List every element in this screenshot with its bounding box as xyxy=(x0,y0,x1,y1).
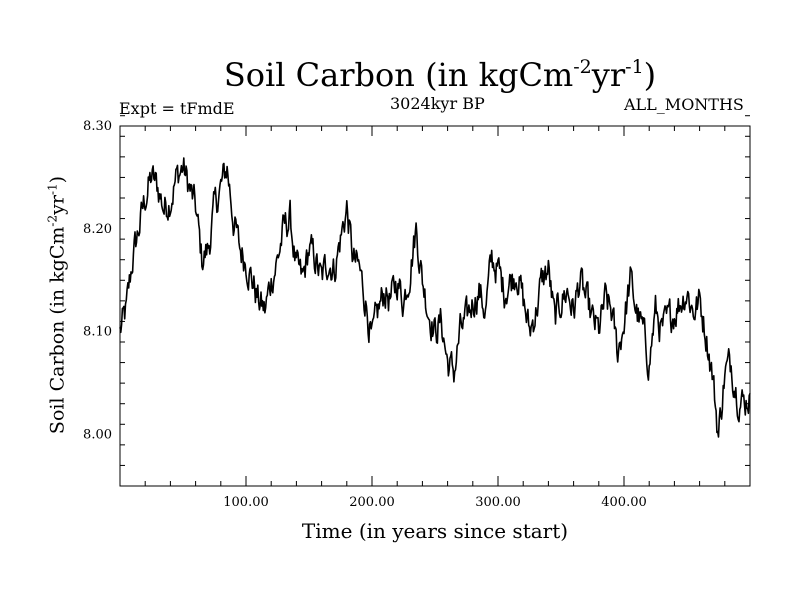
season-label: ALL_MONTHS xyxy=(624,95,744,114)
x-tick-label: 400.00 xyxy=(601,495,647,510)
x-tick-label: 200.00 xyxy=(349,495,395,510)
y-tick-label: 8.20 xyxy=(83,222,112,237)
x-tick-label: 100.00 xyxy=(223,495,269,510)
y-tick-label: 8.10 xyxy=(83,325,112,340)
plot-frame xyxy=(119,125,751,487)
series-line-soil-carbon xyxy=(119,157,751,438)
chart-title: Soil Carbon (in kgCm-2yr-1) xyxy=(223,56,657,94)
x-tick-label: 300.00 xyxy=(475,495,521,510)
experiment-label: Expt = tFmdE xyxy=(119,99,235,118)
axis-tick-labels: 100.00 200.00 300.00 400.00 8.00 8.10 8.20 8.30 xyxy=(83,119,647,510)
y-tick-label: 8.30 xyxy=(83,119,112,134)
period-label: 3024kyr BP xyxy=(390,94,485,113)
x-axis-label: Time (in years since start) xyxy=(301,519,569,543)
y-tick-label: 8.00 xyxy=(83,428,112,443)
